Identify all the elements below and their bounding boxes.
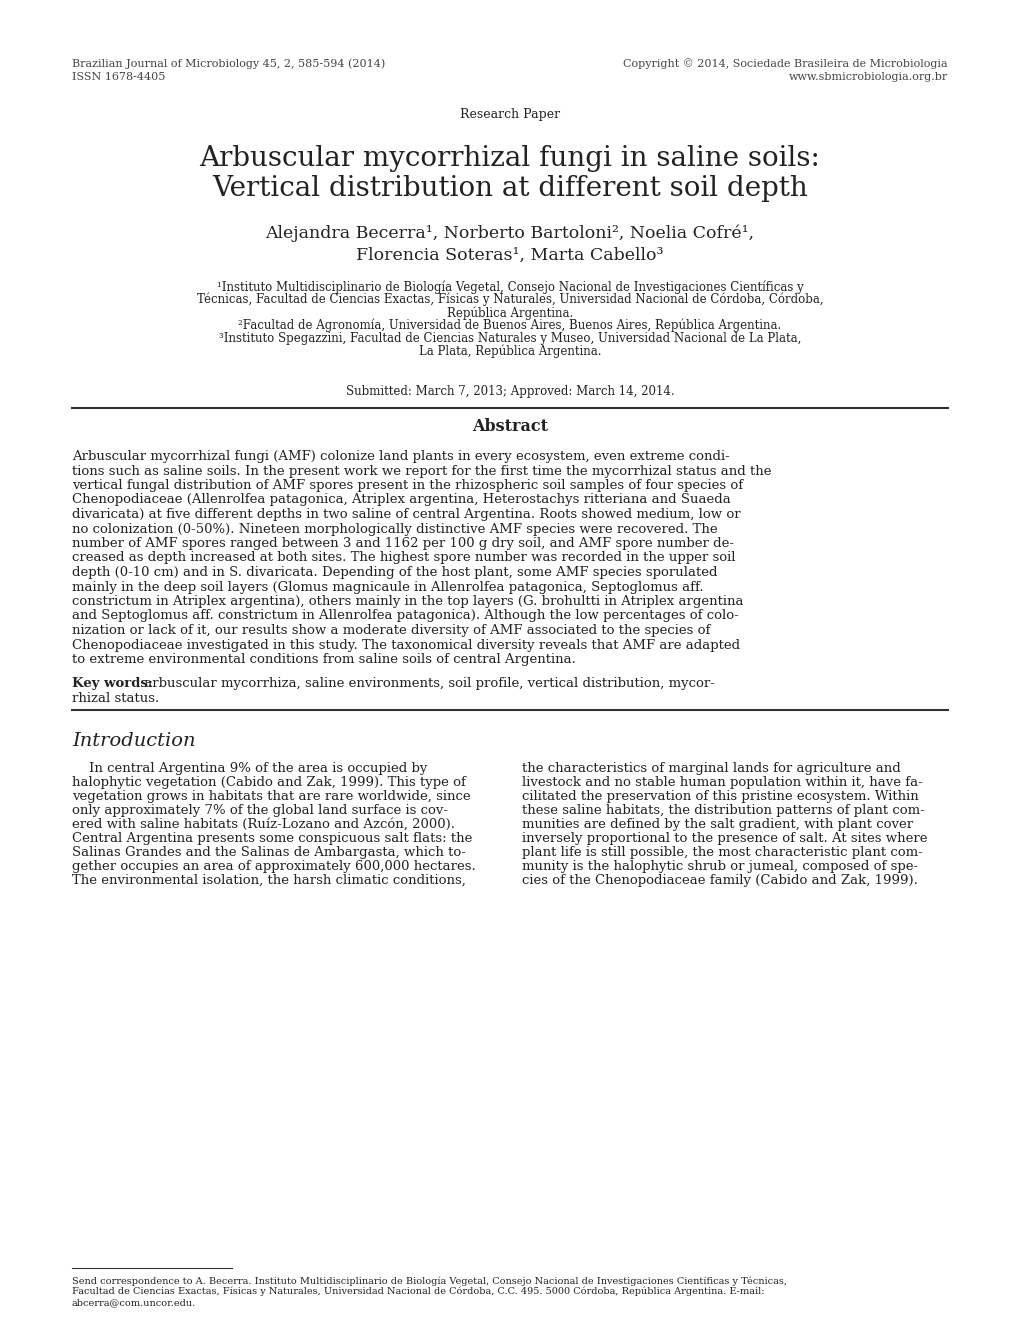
Text: no colonization (0-50%). Nineteen morphologically distinctive AMF species were r: no colonization (0-50%). Nineteen morpho…: [72, 523, 717, 536]
Text: Vertical distribution at different soil depth: Vertical distribution at different soil …: [212, 176, 807, 202]
Text: number of AMF spores ranged between 3 and 1162 per 100 g dry soil, and AMF spore: number of AMF spores ranged between 3 an…: [72, 537, 734, 550]
Text: livestock and no stable human population within it, have fa-: livestock and no stable human population…: [522, 776, 922, 789]
Text: the characteristics of marginal lands for agriculture and: the characteristics of marginal lands fo…: [522, 762, 900, 775]
Text: Florencia Soteras¹, Marta Cabello³: Florencia Soteras¹, Marta Cabello³: [356, 247, 663, 264]
Text: ered with saline habitats (Ruíz-Lozano and Azcón, 2000).: ered with saline habitats (Ruíz-Lozano a…: [72, 818, 454, 832]
Text: Chenopodiaceae (​Allenrolfea patagonica​, ​Atriplex argentina​, ​Heterostachys r: Chenopodiaceae (​Allenrolfea patagonica​…: [72, 494, 730, 507]
Text: cilitated the preservation of this pristine ecosystem. Within: cilitated the preservation of this prist…: [522, 789, 918, 803]
Text: Facultad de Ciencias Exactas, Físicas y Naturales, Universidad Nacional de Córdo: Facultad de Ciencias Exactas, Físicas y …: [72, 1287, 764, 1296]
Text: In central Argentina 9% of the area is occupied by: In central Argentina 9% of the area is o…: [72, 762, 427, 775]
Text: Alejandra Becerra¹, Norberto Bartoloni², Noelia Cofré¹,: Alejandra Becerra¹, Norberto Bartoloni²,…: [265, 224, 754, 243]
Text: ¹Instituto Multidisciplinario de Biología Vegetal, Consejo Nacional de Investiga: ¹Instituto Multidisciplinario de Biologí…: [216, 280, 803, 293]
Text: nization or lack of it, our results show a moderate diversity of AMF associated : nization or lack of it, our results show…: [72, 624, 709, 638]
Text: Key words:: Key words:: [72, 677, 153, 690]
Text: Técnicas, Facultad de Ciencias Exactas, Físicas y Naturales, Universidad Naciona: Técnicas, Facultad de Ciencias Exactas, …: [197, 293, 822, 306]
Text: these saline habitats, the distribution patterns of plant com-: these saline habitats, the distribution …: [522, 804, 924, 817]
Text: vegetation grows in habitats that are rare worldwide, since: vegetation grows in habitats that are ra…: [72, 789, 470, 803]
Text: ²Facultad de Agronomía, Universidad de Buenos Aires, Buenos Aires, República Arg: ²Facultad de Agronomía, Universidad de B…: [238, 319, 781, 333]
Text: ISSN 1678-4405: ISSN 1678-4405: [72, 73, 165, 82]
Text: ³Instituto Spegazzini, Facultad de Ciencias Naturales y Museo, Universidad Nacio: ³Instituto Spegazzini, Facultad de Cienc…: [219, 333, 800, 345]
Text: ​divaricata​) at five different depths in two saline of central Argentina. Roots: ​divaricata​) at five different depths i…: [72, 508, 740, 521]
Text: munities are defined by the salt gradient, with plant cover: munities are defined by the salt gradien…: [522, 818, 912, 832]
Text: halophytic vegetation (Cabido and Zak, 1999). This type of: halophytic vegetation (Cabido and Zak, 1…: [72, 776, 466, 789]
Text: The environmental isolation, the harsh climatic conditions,: The environmental isolation, the harsh c…: [72, 874, 466, 887]
Text: Arbuscular mycorrhizal fungi (AMF) colonize land plants in every ecosystem, even: Arbuscular mycorrhizal fungi (AMF) colon…: [72, 450, 729, 463]
Text: munity is the halophytic shrub or jumeal, composed of spe-: munity is the halophytic shrub or jumeal…: [522, 861, 917, 873]
Text: to extreme environmental conditions from saline soils of central Argentina.: to extreme environmental conditions from…: [72, 653, 576, 667]
Text: arbuscular mycorrhiza, saline environments, soil profile, vertical distribution,: arbuscular mycorrhiza, saline environmen…: [140, 677, 714, 690]
Text: Introduction: Introduction: [72, 733, 196, 750]
Text: depth (0-10 cm) and in ​S. divaricata​. Depending of the host plant, some AMF sp: depth (0-10 cm) and in ​S. divaricata​. …: [72, 566, 716, 579]
Text: Send correspondence to A. Becerra. Instituto Multidisciplinario de Biología Vege: Send correspondence to A. Becerra. Insti…: [72, 1276, 787, 1286]
Text: Central Argentina presents some conspicuous salt flats: the: Central Argentina presents some conspicu…: [72, 832, 472, 845]
Text: abcerra@com.uncor.edu.: abcerra@com.uncor.edu.: [72, 1298, 196, 1307]
Text: La Plata, República Argentina.: La Plata, República Argentina.: [419, 345, 600, 359]
Text: Arbuscular mycorrhizal fungi in saline soils:: Arbuscular mycorrhizal fungi in saline s…: [200, 145, 819, 172]
Text: only approximately 7% of the global land surface is cov-: only approximately 7% of the global land…: [72, 804, 447, 817]
Text: and ​Septoglomus​ aff. ​constrictum​ in ​Allenrolfea patagonica​). Although the : and ​Septoglomus​ aff. ​constrictum​ in …: [72, 610, 738, 623]
Text: mainly in the deep soil layers (​Glomus magnicaule​ in ​Allenrolfea patagonica​,: mainly in the deep soil layers (​Glomus …: [72, 581, 703, 594]
Text: Abstract: Abstract: [472, 418, 547, 436]
Text: Submitted: March 7, 2013; Approved: March 14, 2014.: Submitted: March 7, 2013; Approved: Marc…: [345, 385, 674, 399]
Text: Chenopodiaceae investigated in this study. The taxonomical diversity reveals tha: Chenopodiaceae investigated in this stud…: [72, 639, 740, 652]
Text: gether occupies an area of approximately 600,000 hectares.: gether occupies an area of approximately…: [72, 861, 475, 873]
Text: inversely proportional to the presence of salt. At sites where: inversely proportional to the presence o…: [522, 832, 926, 845]
Text: rhizal status.: rhizal status.: [72, 692, 159, 705]
Text: cies of the Chenopodiaceae family (Cabido and Zak, 1999).: cies of the Chenopodiaceae family (Cabid…: [522, 874, 917, 887]
Text: Research Paper: Research Paper: [460, 108, 559, 121]
Text: vertical fungal distribution of AMF spores present in the rhizospheric soil samp: vertical fungal distribution of AMF spor…: [72, 479, 743, 492]
Text: República Argentina.: República Argentina.: [446, 306, 573, 319]
Text: Brazilian Journal of Microbiology 45, 2, 585-594 (2014): Brazilian Journal of Microbiology 45, 2,…: [72, 58, 385, 69]
Text: plant life is still possible, the most characteristic plant com-: plant life is still possible, the most c…: [522, 846, 922, 859]
Text: ​constrictum​ in ​Atriplex argentina​), others mainly in the top layers (​G. bro: ​constrictum​ in ​Atriplex argentina​), …: [72, 595, 743, 609]
Text: Copyright © 2014, Sociedade Brasileira de Microbiologia: Copyright © 2014, Sociedade Brasileira d…: [623, 58, 947, 69]
Text: tions such as saline soils. In the present work we report for the first time the: tions such as saline soils. In the prese…: [72, 465, 770, 478]
Text: Salinas Grandes and the Salinas de Ambargasta, which to-: Salinas Grandes and the Salinas de Ambar…: [72, 846, 466, 859]
Text: www.sbmicrobiologia.org.br: www.sbmicrobiologia.org.br: [788, 73, 947, 82]
Text: creased as depth increased at both sites. The highest spore number was recorded : creased as depth increased at both sites…: [72, 552, 735, 565]
